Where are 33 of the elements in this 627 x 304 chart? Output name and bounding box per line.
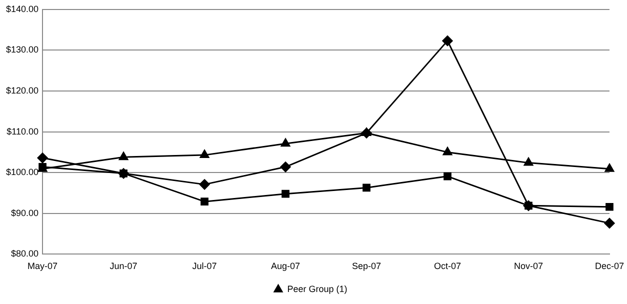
- legend-label: Peer Group (1): [287, 284, 348, 294]
- y-tick-label: $90.00: [11, 208, 39, 218]
- point: [606, 202, 614, 211]
- y-tick-label: $100.00: [6, 167, 39, 178]
- x-tick-label: May-07: [28, 261, 58, 272]
- point: [442, 36, 453, 46]
- x-tick-label: Jul-07: [192, 261, 217, 272]
- x-tick-label: Nov-07: [514, 261, 544, 272]
- point: [38, 162, 46, 171]
- point: [362, 184, 370, 192]
- point: [199, 179, 210, 190]
- point: [444, 172, 452, 180]
- point: [524, 158, 534, 166]
- y-tick-label: $80.00: [11, 248, 39, 259]
- x-tick-label: Aug-07: [271, 261, 300, 272]
- y-tick-label: $110.00: [6, 126, 39, 136]
- point: [200, 150, 210, 158]
- point: [282, 190, 290, 198]
- x-tick-label: Sep-07: [352, 261, 382, 272]
- point: [442, 146, 452, 156]
- x-tick-label: Jun-07: [110, 261, 138, 272]
- y-tick-label: $130.00: [6, 44, 39, 55]
- y-tick-label: $140.00: [6, 4, 39, 14]
- point: [604, 164, 614, 172]
- point: [280, 162, 291, 172]
- point: [280, 138, 290, 147]
- x-tick-label: Oct-07: [434, 261, 462, 272]
- point: [37, 152, 48, 164]
- point: [200, 198, 208, 206]
- x-tick-label: Dec-07: [594, 261, 624, 272]
- point: [118, 152, 128, 160]
- point: [604, 218, 615, 228]
- y-tick-label: $120.00: [6, 85, 39, 96]
